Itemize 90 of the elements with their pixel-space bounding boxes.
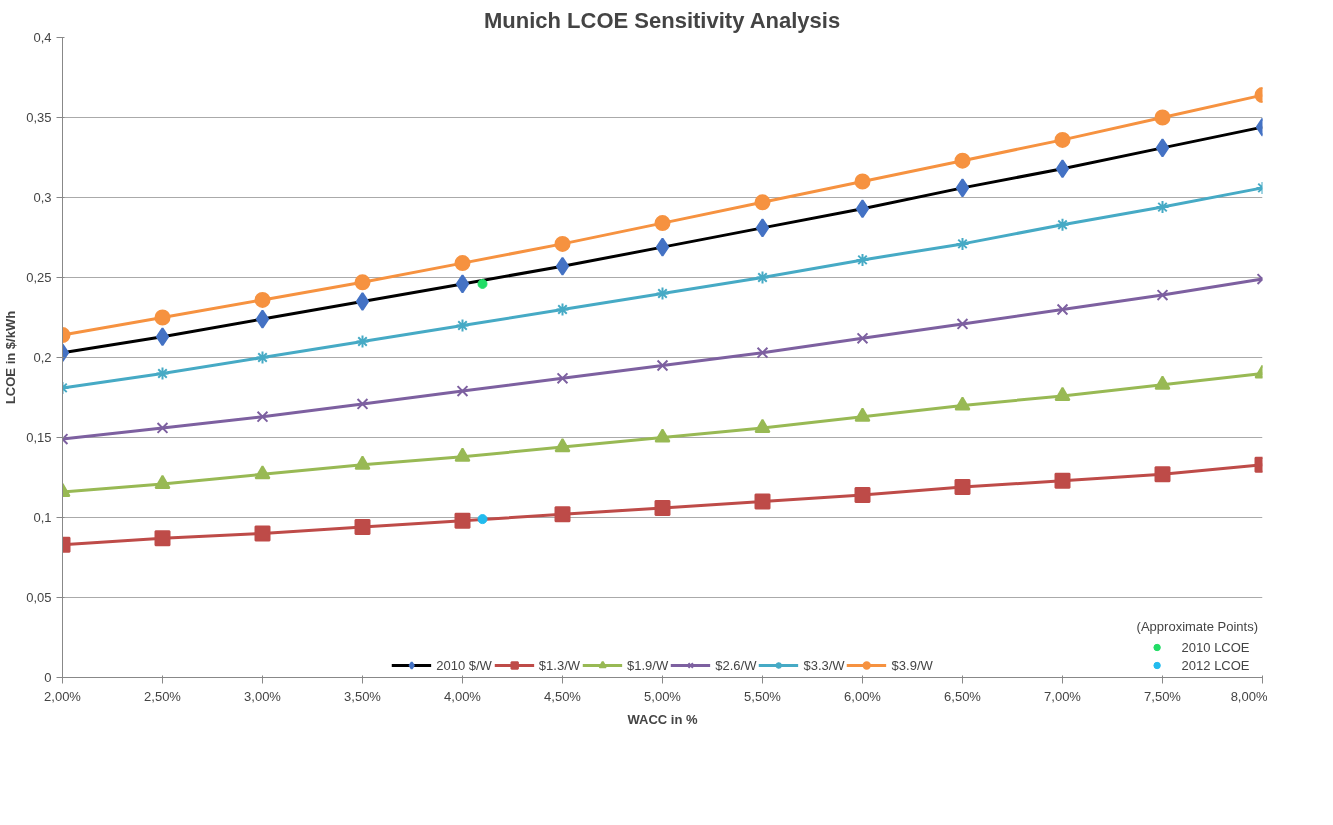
point [254,525,271,542]
point [654,215,671,232]
x-tick-label: 5,50% [744,688,782,704]
point [754,418,771,433]
point [854,173,871,190]
x-tick-label: 5,00% [644,688,682,704]
point [1156,289,1169,302]
point [956,317,969,330]
point [555,302,570,317]
point [1154,466,1171,483]
point [154,474,171,489]
legend-label: 2012 LCOE [1181,657,1250,673]
point [755,270,770,285]
y-tick-label: 0,1 [33,510,52,525]
point [554,438,571,453]
y-tick-label: 0,4 [33,30,52,45]
point [454,512,471,529]
point [954,396,971,411]
annotation: (Approximate Points) [1136,619,1258,634]
point [754,493,771,510]
point [256,410,269,423]
point [856,332,869,345]
point [354,274,371,291]
x-tick-label: 4,00% [444,688,482,704]
legend-label: $2.6/W [715,657,757,673]
legend-label: 2010 LCOE [1181,639,1250,655]
point [456,385,469,398]
point [954,152,971,169]
legend-label: $1.9/W [627,657,669,673]
y-tick-label: 0 [44,670,52,685]
legend-label: $3.3/W [803,657,845,673]
point [854,407,871,422]
point [954,479,971,496]
point [955,236,970,251]
point [656,359,669,372]
x-tick-label: 4,50% [544,688,582,704]
x-tick-label: 8,00% [1230,688,1268,704]
point [556,372,569,385]
y-axis-title: LCOE in $/kWh [3,310,19,405]
point [154,530,171,547]
point [854,487,871,504]
point [254,291,271,308]
y-tick-label: 0,25 [26,270,52,285]
y-tick-label: 0,2 [33,350,52,365]
y-tick-label: 0,35 [26,110,52,125]
point [354,455,371,470]
legend-label: $3.9/W [891,657,933,673]
x-tick-label: 3,50% [344,688,382,704]
point [356,397,369,410]
point [155,366,170,381]
point [354,519,371,536]
x-tick-label: 7,50% [1144,688,1182,704]
legend-label: 2010 $/W [436,657,492,673]
point [454,447,471,462]
point [156,421,169,434]
point [477,514,488,525]
point [355,334,370,349]
point [554,506,571,523]
point [1054,472,1071,489]
x-tick-label: 6,50% [944,688,982,704]
point [254,465,271,480]
x-axis-title: WACC in % [627,711,698,727]
point [754,194,771,211]
point [1154,109,1171,126]
point [255,350,270,365]
point [454,255,471,272]
point [654,428,671,443]
point [756,346,769,359]
point [654,499,671,516]
x-tick-label: 7,00% [1044,688,1082,704]
y-tick-label: 0,05 [26,590,52,605]
x-tick-label: 6,00% [844,688,882,704]
point [1056,303,1069,316]
chart-title: Munich LCOE Sensitivity Analysis [484,7,841,33]
point [1155,200,1170,215]
legend-label: $1.3/W [538,657,581,673]
x-tick-label: 3,00% [244,688,282,704]
y-tick-label: 0,15 [26,430,52,445]
point [1054,131,1071,148]
point [154,309,171,326]
point [477,278,488,289]
point [655,286,670,301]
point [1154,375,1171,390]
point [1055,217,1070,232]
point [455,318,470,333]
point [554,235,571,252]
point [855,252,870,267]
y-tick-label: 0,3 [33,190,52,205]
x-tick-label: 2,50% [144,688,182,704]
x-tick-label: 2,00% [44,688,82,704]
